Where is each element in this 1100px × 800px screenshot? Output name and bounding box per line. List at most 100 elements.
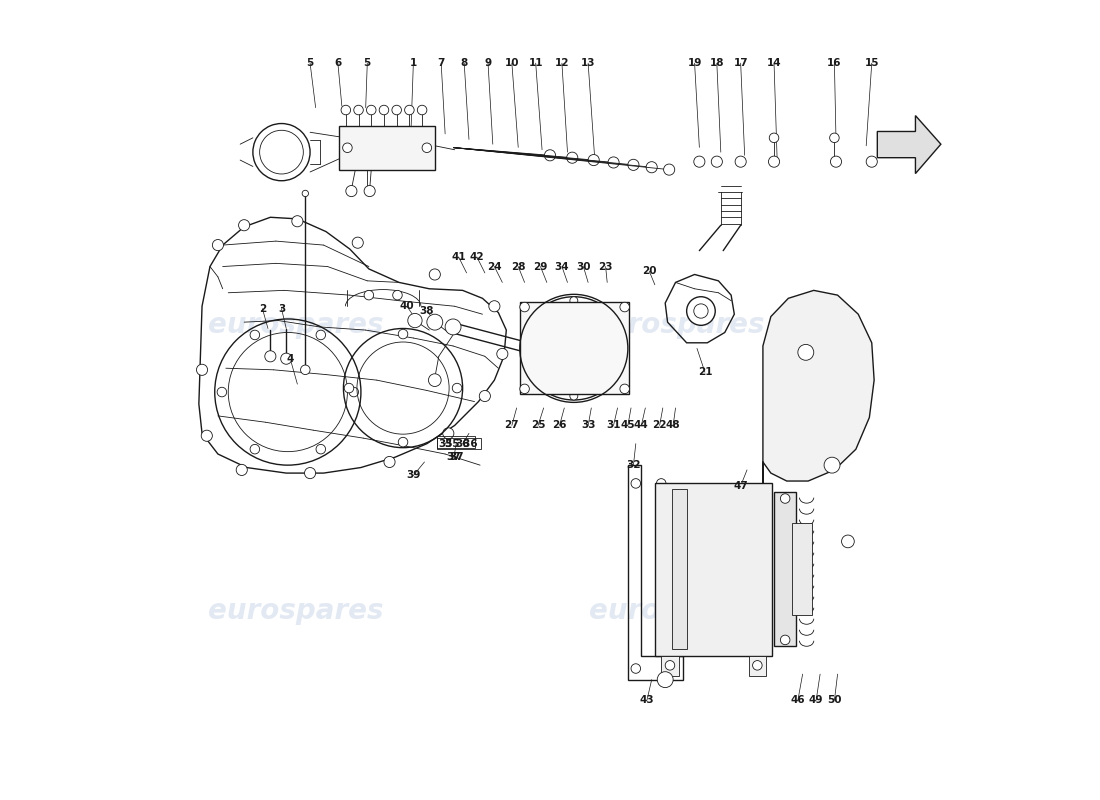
- Polygon shape: [878, 115, 940, 174]
- Text: 24: 24: [487, 262, 502, 271]
- Polygon shape: [763, 290, 875, 550]
- Circle shape: [520, 384, 529, 394]
- Circle shape: [646, 162, 658, 173]
- Text: 10: 10: [505, 58, 519, 68]
- Text: 37: 37: [447, 452, 461, 462]
- Text: 25: 25: [531, 421, 546, 430]
- Circle shape: [316, 330, 326, 340]
- Circle shape: [842, 535, 855, 548]
- Circle shape: [265, 350, 276, 362]
- Text: 36: 36: [455, 438, 470, 449]
- Bar: [672, 489, 686, 650]
- Text: 17: 17: [734, 58, 748, 68]
- Bar: [520, 302, 629, 394]
- Text: 45: 45: [620, 421, 635, 430]
- Text: 35: 35: [438, 438, 452, 449]
- Text: 22: 22: [652, 421, 667, 430]
- Circle shape: [343, 143, 352, 153]
- Text: 43: 43: [639, 695, 654, 706]
- Circle shape: [398, 438, 408, 447]
- Text: eurospares: eurospares: [208, 597, 384, 625]
- Text: 27: 27: [505, 421, 519, 430]
- Circle shape: [201, 430, 212, 442]
- Circle shape: [280, 353, 292, 364]
- Circle shape: [824, 457, 840, 473]
- Circle shape: [657, 478, 665, 488]
- Circle shape: [735, 156, 746, 167]
- Text: 28: 28: [512, 262, 526, 271]
- Bar: [774, 492, 796, 646]
- Bar: [661, 656, 679, 676]
- Circle shape: [300, 365, 310, 374]
- Circle shape: [544, 150, 556, 161]
- Circle shape: [398, 330, 408, 339]
- Circle shape: [239, 220, 250, 230]
- Text: 47: 47: [734, 481, 748, 490]
- Circle shape: [345, 186, 358, 197]
- Bar: [792, 523, 812, 615]
- Text: 31: 31: [606, 421, 620, 430]
- Text: 29: 29: [534, 262, 548, 271]
- Circle shape: [608, 157, 619, 168]
- Circle shape: [344, 383, 354, 393]
- Circle shape: [364, 290, 374, 300]
- Text: 16: 16: [827, 58, 842, 68]
- Circle shape: [250, 444, 260, 454]
- Circle shape: [686, 297, 715, 326]
- Circle shape: [405, 106, 415, 114]
- Text: 13: 13: [581, 58, 595, 68]
- Text: 48: 48: [666, 421, 681, 430]
- Text: 50: 50: [827, 695, 842, 706]
- Circle shape: [452, 383, 462, 393]
- Circle shape: [658, 672, 673, 687]
- Text: 49: 49: [808, 695, 824, 706]
- Bar: [654, 482, 772, 656]
- Circle shape: [379, 106, 388, 114]
- Text: 35 36: 35 36: [446, 438, 477, 449]
- Text: 5: 5: [307, 58, 314, 68]
- Circle shape: [417, 106, 427, 114]
- Circle shape: [349, 387, 359, 397]
- Text: 8: 8: [461, 58, 468, 68]
- Circle shape: [197, 364, 208, 375]
- Circle shape: [429, 269, 440, 280]
- Circle shape: [408, 314, 422, 328]
- Circle shape: [305, 467, 316, 478]
- Circle shape: [780, 494, 790, 503]
- Text: 32: 32: [626, 460, 640, 470]
- Circle shape: [392, 106, 402, 114]
- Circle shape: [631, 478, 640, 488]
- Circle shape: [422, 143, 431, 153]
- Circle shape: [366, 106, 376, 114]
- Circle shape: [446, 319, 461, 335]
- Circle shape: [427, 314, 442, 330]
- Circle shape: [354, 106, 363, 114]
- Text: 30: 30: [576, 262, 591, 271]
- Bar: [437, 438, 481, 450]
- Circle shape: [628, 159, 639, 170]
- Bar: [437, 436, 475, 448]
- Text: 4: 4: [286, 354, 294, 364]
- Circle shape: [341, 106, 351, 114]
- Text: 2: 2: [258, 304, 266, 314]
- Text: 46: 46: [791, 695, 805, 706]
- Text: 21: 21: [697, 367, 712, 377]
- Circle shape: [480, 390, 491, 402]
- Circle shape: [694, 156, 705, 167]
- Circle shape: [364, 186, 375, 197]
- Circle shape: [352, 237, 363, 248]
- Circle shape: [429, 374, 441, 386]
- Text: 42: 42: [470, 252, 484, 262]
- Text: 9: 9: [484, 58, 492, 68]
- Text: 39: 39: [406, 470, 420, 481]
- Text: eurospares: eurospares: [208, 310, 384, 338]
- Circle shape: [620, 302, 629, 312]
- Bar: [749, 656, 766, 676]
- Text: 15: 15: [865, 58, 879, 68]
- Circle shape: [497, 348, 508, 359]
- Circle shape: [666, 661, 674, 670]
- Circle shape: [769, 133, 779, 142]
- Circle shape: [520, 302, 529, 312]
- Circle shape: [752, 661, 762, 670]
- Circle shape: [664, 664, 674, 674]
